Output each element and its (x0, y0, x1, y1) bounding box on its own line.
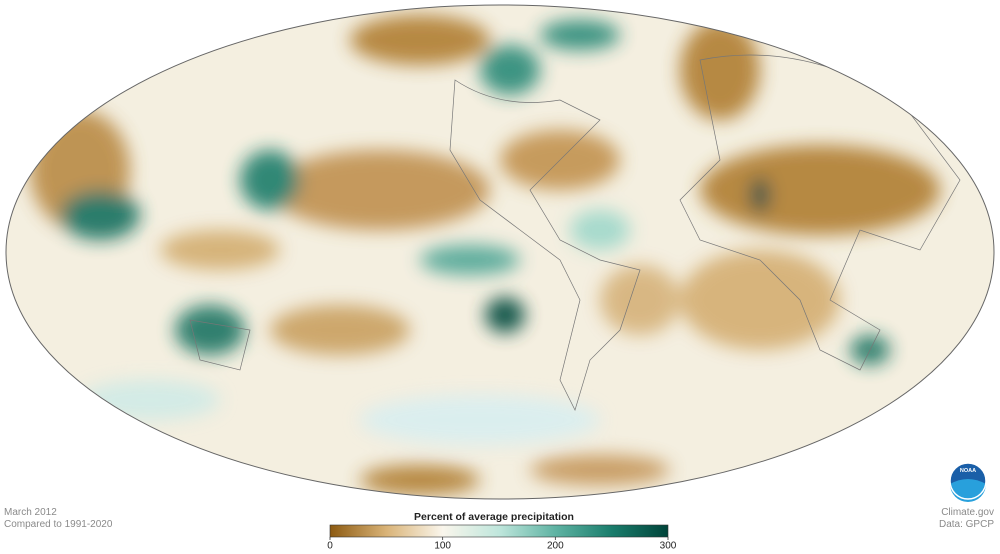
colorbar-title: Percent of average precipitation (414, 511, 574, 523)
map-outline (5, 4, 995, 500)
map-date: March 2012 (4, 507, 57, 518)
map-credit: Climate.gov (941, 507, 994, 518)
colorbar-tick-label: 100 (434, 541, 451, 552)
logo-text: NOAA (960, 468, 976, 474)
noaa-logo: NOAA (949, 462, 987, 502)
map-baseline: Compared to 1991-2020 (4, 519, 113, 530)
colorbar-tick-label: 0 (327, 541, 333, 552)
colorbar (329, 524, 669, 538)
map-source: Data: GPCP (939, 519, 994, 530)
colorbar-tick-label: 200 (547, 541, 564, 552)
colorbar-tick-label: 300 (660, 541, 677, 552)
